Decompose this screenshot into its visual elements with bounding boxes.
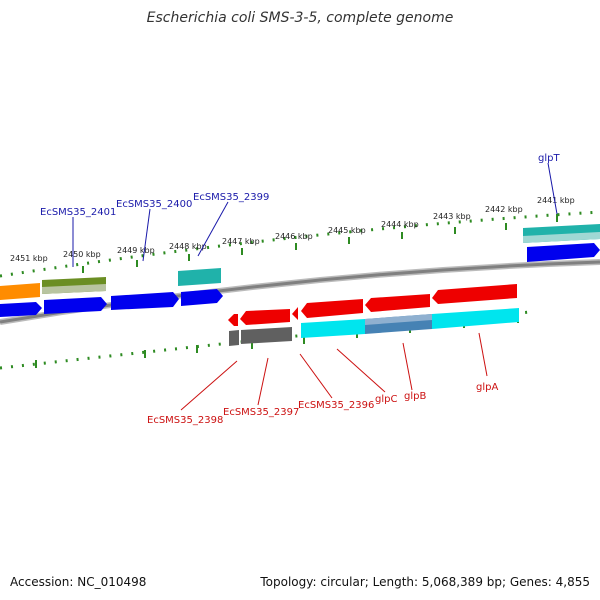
gene-label-reverse: glpB bbox=[404, 391, 426, 402]
forward-cds-arrow bbox=[0, 302, 42, 317]
tick-label: 2450 kbp bbox=[63, 250, 101, 259]
gene-label-forward: EcSMS35_2400 bbox=[116, 199, 192, 210]
gene-label-reverse: glpC bbox=[375, 394, 397, 405]
reverse-cds-arrow bbox=[240, 309, 290, 325]
gene-label-reverse: EcSMS35_2397 bbox=[223, 407, 299, 418]
leader-line bbox=[180, 360, 238, 411]
reverse-cds-arrow bbox=[228, 314, 238, 326]
reverse-cds-arrow bbox=[365, 294, 430, 312]
feature-orange-block bbox=[0, 283, 40, 300]
gene-label-reverse: EcSMS35_2398 bbox=[147, 415, 223, 426]
leader-line bbox=[197, 201, 229, 257]
tick-label: 2451 kbp bbox=[10, 254, 48, 263]
tick-label: 2446 kbp bbox=[275, 232, 313, 241]
gene-label-reverse: glpA bbox=[476, 382, 498, 393]
reverse-feature-track bbox=[229, 308, 519, 346]
forward-cds-arrow bbox=[111, 292, 179, 310]
leader-line bbox=[547, 162, 558, 215]
forward-feature-track bbox=[0, 224, 600, 300]
tick-label: 2447 kbp bbox=[222, 237, 260, 246]
accession-text: Accession: NC_010498 bbox=[10, 575, 147, 589]
feature-olive-shade bbox=[42, 284, 106, 294]
reverse-cds-arrow bbox=[301, 299, 363, 318]
reverse-leader-lines bbox=[180, 332, 488, 411]
leader-line bbox=[402, 342, 413, 391]
map-title: Escherichia coli SMS-3-5, complete genom… bbox=[146, 10, 454, 26]
topology-text: Topology: circular; Length: 5,068,389 bp… bbox=[260, 575, 590, 589]
tick-label: 2449 kbp bbox=[117, 246, 155, 255]
feature-teal-shade bbox=[523, 232, 600, 243]
tick-label: 2445 kbp bbox=[328, 226, 366, 235]
forward-leader-lines bbox=[72, 162, 558, 267]
feature-teal-block bbox=[178, 268, 221, 286]
feature-gray-block bbox=[229, 330, 239, 346]
forward-cds-arrow bbox=[527, 243, 600, 262]
tick-label: 2444 kbp bbox=[381, 220, 419, 229]
feature-cyan-block bbox=[301, 319, 365, 338]
gene-label-reverse: EcSMS35_2396 bbox=[298, 400, 374, 411]
reverse-cds-arrow bbox=[432, 284, 517, 304]
tick-mark-group bbox=[35, 214, 558, 368]
feature-steel-shade bbox=[365, 314, 432, 325]
leader-line bbox=[336, 348, 386, 393]
reverse-cds-track bbox=[228, 284, 517, 326]
feature-gray-block bbox=[241, 327, 292, 344]
gene-label-forward: EcSMS35_2399 bbox=[193, 192, 269, 203]
feature-cyan-block bbox=[432, 308, 519, 329]
reverse-cds-arrow bbox=[292, 307, 298, 320]
gene-label-forward: glpT bbox=[538, 153, 560, 164]
leader-line bbox=[142, 208, 151, 262]
gene-label-forward: EcSMS35_2401 bbox=[40, 207, 116, 218]
tick-label: 2441 kbp bbox=[537, 196, 575, 205]
tick-label: 2443 kbp bbox=[433, 212, 471, 221]
forward-cds-arrow bbox=[44, 297, 107, 314]
forward-cds-arrow bbox=[181, 289, 223, 306]
tick-label: 2448 kbp bbox=[169, 242, 207, 251]
tick-label: 2442 kbp bbox=[485, 205, 523, 214]
leader-line bbox=[257, 357, 269, 406]
leader-line bbox=[299, 353, 333, 399]
forward-cds-track bbox=[0, 243, 600, 317]
leader-line bbox=[478, 332, 488, 377]
